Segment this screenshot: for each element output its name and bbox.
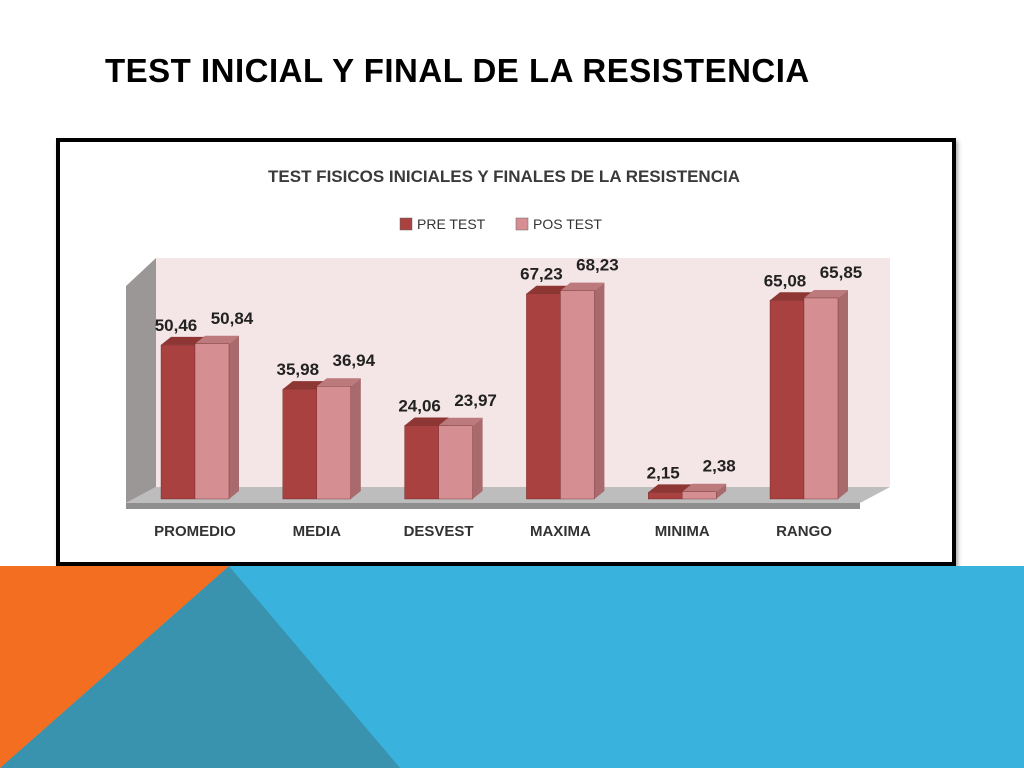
bar-side [229, 335, 239, 499]
bar-side [838, 289, 848, 499]
legend-label: PRE TEST [417, 216, 486, 232]
bar [316, 386, 351, 500]
band-orange-shape [0, 566, 229, 768]
bar-top [682, 483, 727, 492]
bar-top [282, 381, 327, 390]
data-label: 2,38 [703, 457, 736, 476]
bar-top [161, 336, 205, 345]
bar-top [648, 484, 693, 493]
bar-top [804, 289, 848, 298]
band-teal-shape [0, 566, 400, 768]
x-tick-label: MAXIMA [530, 523, 591, 540]
data-label: 24,06 [398, 397, 441, 416]
bar [682, 491, 717, 500]
data-label: 50,46 [155, 316, 198, 335]
bar-side [594, 282, 605, 499]
bar [282, 388, 318, 500]
bar-side [716, 483, 727, 499]
bar-top [526, 285, 571, 294]
bar-top [560, 282, 605, 291]
plot-area: 50,46 50,84 PROMEDIO 35,98 36,94 MEDIA 24,06 23… [126, 256, 890, 540]
data-label: 50,84 [211, 309, 254, 328]
data-label: 65,08 [764, 271, 807, 290]
bar [160, 344, 196, 500]
plot-floor-edge [126, 503, 860, 509]
legend-label: POS TEST [533, 216, 602, 232]
data-label: 68,23 [576, 256, 619, 275]
bar [404, 425, 439, 500]
x-tick-label: MINIMA [655, 523, 710, 540]
slide-title: TEST INICIAL Y FINAL DE LA RESISTENCIA [105, 52, 810, 89]
bar-side [472, 417, 483, 499]
legend-swatch [399, 217, 413, 231]
bar-top [316, 378, 361, 387]
data-label: 23,97 [454, 391, 497, 410]
chart-legend: PRE TEST POS TEST [399, 216, 602, 232]
bar-top [438, 417, 483, 426]
bar [526, 293, 561, 500]
data-label: 65,85 [820, 263, 863, 282]
legend-swatch [515, 217, 529, 231]
chart-frame: TEST FISICOS INICIALES Y FINALES DE LA R… [56, 138, 956, 566]
x-tick-label: RANGO [776, 523, 832, 540]
bar-top [404, 417, 449, 426]
data-label: 2,15 [647, 463, 680, 482]
data-label: 67,23 [520, 265, 563, 284]
bar-side [350, 378, 361, 499]
bar [769, 300, 805, 500]
bar [648, 492, 683, 500]
bar-top [195, 335, 239, 344]
plot-side-wall [126, 258, 156, 503]
bar-top [770, 292, 814, 301]
bar [194, 343, 230, 500]
data-label: 35,98 [277, 360, 320, 379]
chart-title: TEST FISICOS INICIALES Y FINALES DE LA R… [268, 167, 740, 186]
decorative-bottom-band [0, 566, 1024, 768]
x-tick-label: MEDIA [293, 523, 342, 540]
data-label: 36,94 [333, 351, 376, 370]
x-tick-label: PROMEDIO [154, 523, 236, 540]
x-tick-label: DESVEST [404, 523, 474, 540]
chart-svg: TEST FISICOS INICIALES Y FINALES DE LA R… [126, 167, 890, 540]
bar [560, 290, 595, 500]
bar [803, 297, 839, 500]
bar [438, 425, 473, 500]
